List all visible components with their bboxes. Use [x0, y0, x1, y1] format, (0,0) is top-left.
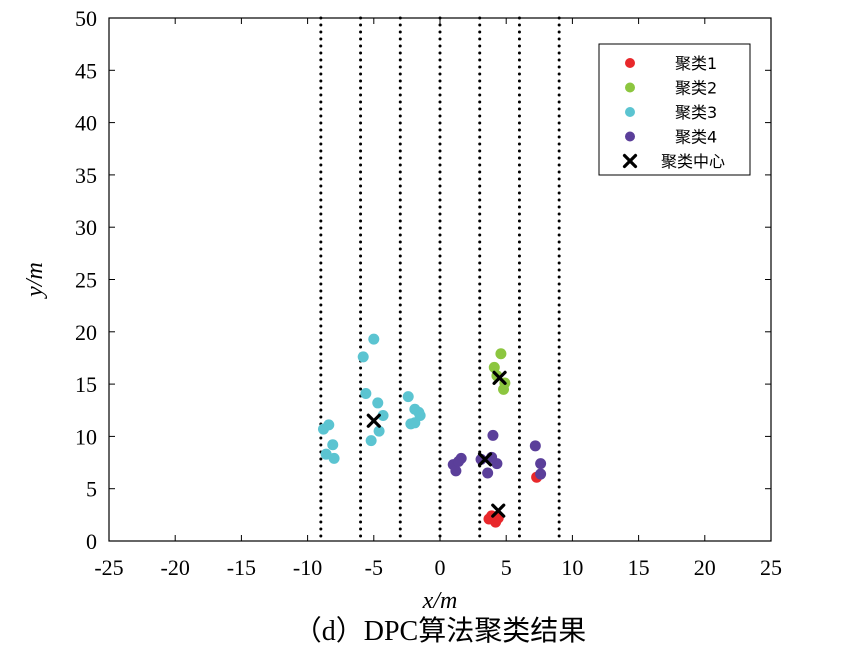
- y-tick-label: 10: [75, 424, 97, 449]
- cluster-3-point: [357, 351, 369, 363]
- y-axis: 0 5 10 15 20 25 30 35 40 45 50: [75, 6, 771, 554]
- y-tick-label: 35: [75, 163, 97, 188]
- cluster-4-point: [535, 458, 547, 470]
- x-tick-label: -20: [161, 555, 190, 580]
- legend-marker: [625, 131, 635, 142]
- y-tick-label: 15: [75, 372, 97, 397]
- cluster-3-point: [414, 409, 426, 421]
- legend-marker-center: [622, 153, 638, 169]
- x-tick-label: 5: [501, 555, 512, 580]
- y-tick-label: 0: [86, 529, 97, 554]
- cluster-3-point: [327, 439, 339, 451]
- cluster-center-marker: [491, 503, 506, 518]
- cluster-4-point: [535, 468, 547, 480]
- cluster-4-point: [529, 440, 541, 452]
- x-tick-label: 25: [760, 555, 782, 580]
- x-axis-label: x/m: [422, 588, 458, 614]
- cluster-3-point: [328, 452, 340, 464]
- x-tick-label: 10: [561, 555, 583, 580]
- legend-label: 聚类1: [675, 54, 717, 73]
- y-axis-label: y/m: [22, 262, 48, 299]
- x-tick-label: -25: [94, 555, 123, 580]
- x-tick-label: 20: [694, 555, 716, 580]
- y-tick-label: 30: [75, 215, 97, 240]
- figure-caption: （d）DPC算法聚类结果: [294, 615, 586, 647]
- legend: 聚类1 聚类2 聚类3 聚类4 聚类中心: [598, 43, 751, 176]
- legend-label: 聚类中心: [661, 152, 725, 171]
- legend-marker: [625, 58, 635, 68]
- cluster-4-point: [450, 465, 462, 477]
- cluster-2-point: [495, 348, 507, 360]
- cluster-3-point: [360, 388, 372, 400]
- y-tick-label: 50: [75, 6, 97, 31]
- cluster-center-marker: [477, 452, 493, 467]
- cluster-3-point: [368, 333, 380, 345]
- y-tick-label: 25: [75, 268, 97, 293]
- cluster-2-point: [488, 361, 500, 373]
- y-tick-label: 40: [75, 111, 97, 136]
- cluster-3-point: [402, 391, 414, 403]
- cluster-3-point: [405, 418, 417, 430]
- cluster-4-point: [453, 456, 465, 468]
- legend-marker: [625, 107, 635, 117]
- cluster-3-point: [365, 435, 377, 447]
- cluster-3-point: [373, 425, 385, 437]
- legend-marker: [625, 82, 635, 93]
- cluster-center-marker: [366, 413, 381, 428]
- legend-label: 聚类3: [675, 103, 717, 122]
- cluster-4-point: [487, 429, 499, 441]
- x-tick-label: -10: [293, 555, 322, 580]
- cluster-center-marker: [492, 370, 507, 385]
- lane-lines: [319, 16, 561, 543]
- x-tick-label: 15: [628, 555, 650, 580]
- cluster-3-point: [377, 409, 389, 421]
- cluster-3-point: [323, 419, 335, 431]
- y-tick-label: 5: [86, 477, 97, 502]
- x-tick-label: -15: [227, 555, 256, 580]
- legend-label: 聚类2: [675, 79, 717, 98]
- cluster-centers: [366, 370, 507, 518]
- legend-label: 聚类4: [675, 128, 717, 147]
- cluster-4-point: [482, 467, 494, 479]
- legend-box: [598, 43, 751, 176]
- y-tick-label: 20: [75, 320, 97, 345]
- x-tick-label: -5: [365, 555, 383, 580]
- x-axis: -25 -20 -15 -10 -5 0 5 10 15 20 25: [94, 18, 782, 580]
- cluster-3-point: [372, 397, 384, 409]
- cluster-2-point: [498, 383, 510, 395]
- x-tick-label: 0: [435, 555, 446, 580]
- y-tick-label: 45: [75, 58, 97, 83]
- data-points: [317, 333, 547, 528]
